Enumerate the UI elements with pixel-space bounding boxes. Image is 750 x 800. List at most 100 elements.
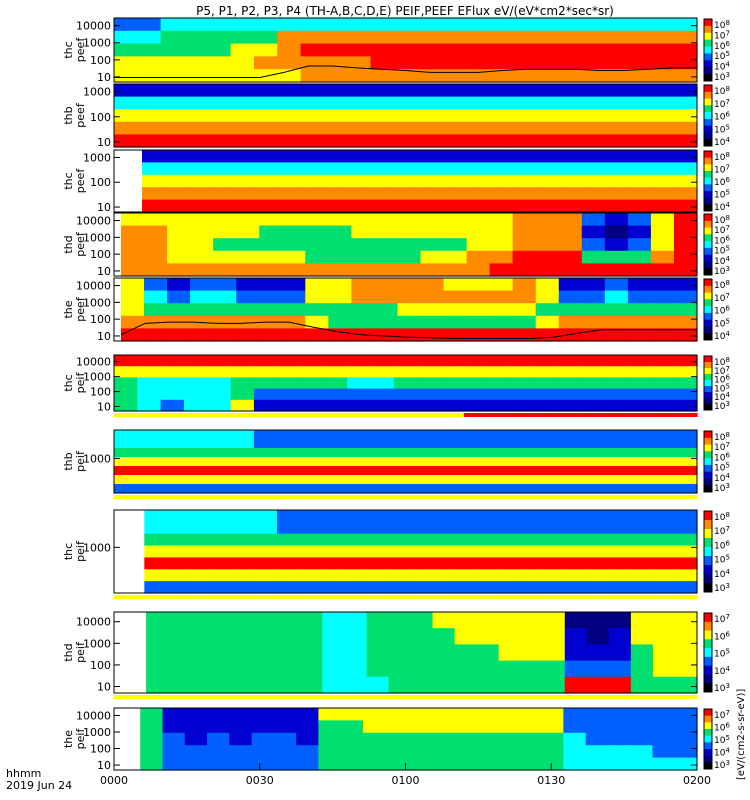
heatmap-cell xyxy=(564,557,588,570)
heatmap-cell xyxy=(300,628,323,645)
heatmap-cell xyxy=(114,366,138,378)
heatmap-cell xyxy=(510,109,535,123)
heatmap-cell xyxy=(475,557,499,570)
heatmap-cell xyxy=(489,238,514,252)
heatmap-cell xyxy=(121,328,145,342)
heatmap-cell xyxy=(420,290,445,304)
quality-flag-strip xyxy=(230,695,255,699)
y-tick-label: 1000 xyxy=(83,86,111,99)
colorbar-segment xyxy=(704,431,712,439)
colorbar-segment xyxy=(704,197,712,205)
heatmap-cell xyxy=(393,43,418,57)
heatmap-cell xyxy=(254,533,278,547)
heatmap-cell xyxy=(608,174,631,188)
heatmap-cell xyxy=(519,199,543,213)
heatmap-cell xyxy=(542,557,565,570)
heatmap-cell xyxy=(351,290,376,304)
quality-flag-strip xyxy=(114,495,138,499)
heatmap-cell xyxy=(259,263,283,277)
heatmap-cell xyxy=(474,720,498,734)
heatmap-cell xyxy=(387,545,411,559)
heatmap-cell xyxy=(650,328,675,342)
heatmap-cell xyxy=(650,430,675,440)
heatmap-cell xyxy=(256,612,279,629)
heatmap-cell xyxy=(297,187,321,201)
heatmap-cell xyxy=(183,484,208,494)
heatmap-cell xyxy=(454,660,478,678)
heatmap-cell xyxy=(300,475,325,485)
heatmap-cell xyxy=(282,263,306,277)
colorbar-segment xyxy=(704,735,712,743)
heatmap-cell xyxy=(114,30,138,45)
heatmap-cell xyxy=(487,18,512,32)
heatmap-cell xyxy=(374,238,399,252)
heatmap-cell xyxy=(475,581,499,594)
heatmap-cell xyxy=(630,521,654,535)
heatmap-cell xyxy=(580,484,605,494)
heatmap-cell xyxy=(627,388,651,401)
colorbar-frame xyxy=(703,278,713,341)
heatmap-cell xyxy=(417,43,442,57)
heatmap-cell xyxy=(393,457,418,467)
heatmap-cell xyxy=(407,732,431,746)
heatmap-cell xyxy=(300,84,325,98)
heatmap-cell xyxy=(627,69,651,83)
heatmap-cell xyxy=(137,109,162,123)
heatmap-cell xyxy=(282,328,306,342)
heatmap-cell xyxy=(328,278,352,292)
heatmap-cell xyxy=(410,660,434,678)
colorbar-tick-label: 104 xyxy=(714,747,730,759)
heatmap-cell xyxy=(463,430,488,440)
heatmap-cell xyxy=(190,303,214,317)
colorbar-tick-label: 104 xyxy=(714,330,730,342)
heatmap-cell xyxy=(487,388,512,401)
heatmap-cell xyxy=(580,457,605,467)
heatmap-cell xyxy=(674,510,698,523)
y-tick-label: 1000 xyxy=(83,371,111,384)
heatmap-cell xyxy=(213,315,237,329)
quality-flag-strip xyxy=(114,695,138,699)
heatmap-cell xyxy=(229,732,253,746)
heatmap-cell xyxy=(498,660,522,678)
heatmap-cell xyxy=(347,43,372,57)
heatmap-cell xyxy=(253,448,278,458)
heatmap-cell xyxy=(431,510,455,523)
heatmap-cell xyxy=(673,430,698,440)
heatmap-cell xyxy=(627,315,652,329)
heatmap-cell xyxy=(162,745,186,759)
heatmap-cell xyxy=(253,84,278,98)
heatmap-cell xyxy=(557,484,581,494)
heatmap-cell xyxy=(341,150,365,163)
heatmap-cell xyxy=(121,213,145,227)
heatmap-cell xyxy=(210,545,234,559)
quality-flag-strip xyxy=(347,695,372,699)
heatmap-cell xyxy=(253,457,278,467)
panel-probe-label: thc xyxy=(62,543,75,560)
heatmap-cell xyxy=(563,150,587,163)
heatmap-cell xyxy=(608,545,632,559)
heatmap-cell xyxy=(627,30,651,45)
quality-flag-strip xyxy=(137,595,162,599)
heatmap-cell xyxy=(236,238,260,252)
heatmap-cell xyxy=(603,30,628,45)
heatmap-cell xyxy=(252,162,276,176)
heatmap-cell xyxy=(627,355,651,367)
heatmap-cell xyxy=(137,84,162,98)
heatmap-cell xyxy=(277,109,302,123)
heatmap-cell xyxy=(603,69,628,83)
y-tick-label: 1000 xyxy=(83,151,111,164)
colorbar-segment xyxy=(704,312,712,321)
heatmap-cell xyxy=(253,475,278,485)
heatmap-cell xyxy=(627,448,651,458)
heatmap-cell xyxy=(300,466,325,476)
heatmap-cell xyxy=(167,250,191,264)
heatmap-cell xyxy=(627,303,652,317)
panel-frame xyxy=(113,429,698,494)
heatmap-cell xyxy=(463,109,488,123)
heatmap-cell xyxy=(466,213,491,227)
heatmap-cell xyxy=(347,430,372,440)
heatmap-cell xyxy=(474,757,498,771)
quality-flag-strip xyxy=(417,413,442,417)
colorbar-segment xyxy=(704,306,712,314)
heatmap-cell xyxy=(440,399,465,412)
